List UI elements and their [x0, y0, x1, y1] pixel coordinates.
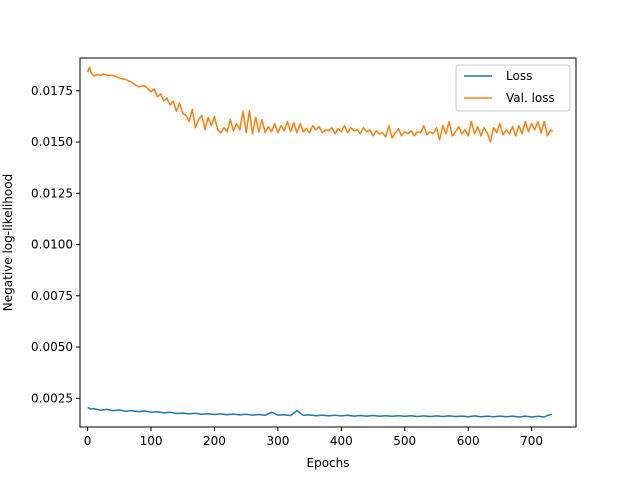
x-axis-label: Epochs — [307, 456, 350, 470]
y-axis-label: Negative log-likelihood — [1, 174, 15, 311]
x-tick-label: 300 — [266, 434, 289, 448]
y-tick-label: 0.0150 — [31, 135, 73, 149]
series-line-val-loss — [86, 66, 554, 143]
y-tick-label: 0.0050 — [31, 340, 73, 354]
y-tick-label: 0.0100 — [31, 238, 73, 252]
y-tick-label: 0.0125 — [31, 186, 73, 200]
x-tick-label: 200 — [203, 434, 226, 448]
x-tick-label: 700 — [520, 434, 543, 448]
legend-entry: Loss — [506, 69, 532, 83]
x-tick-label: 400 — [330, 434, 353, 448]
x-tick-label: 600 — [457, 434, 480, 448]
x-tick-label: 100 — [140, 434, 163, 448]
x-axis: 0 100 200 300 400 500 600 700 — [84, 427, 543, 448]
legend: Loss Val. loss — [455, 64, 571, 112]
x-tick-label: 0 — [84, 434, 92, 448]
y-tick-label: 0.0025 — [31, 391, 73, 405]
series-layer — [86, 66, 554, 418]
y-tick-label: 0.0075 — [31, 289, 73, 303]
legend-entry: Val. loss — [506, 91, 555, 105]
x-tick-label: 500 — [393, 434, 416, 448]
plot-area — [79, 57, 577, 428]
y-tick-label: 0.0175 — [31, 84, 73, 98]
y-axis: 0.0025 0.0050 0.0075 0.0100 0.0125 0.0150 0.01… — [31, 84, 80, 405]
series-line-loss — [87, 406, 553, 418]
